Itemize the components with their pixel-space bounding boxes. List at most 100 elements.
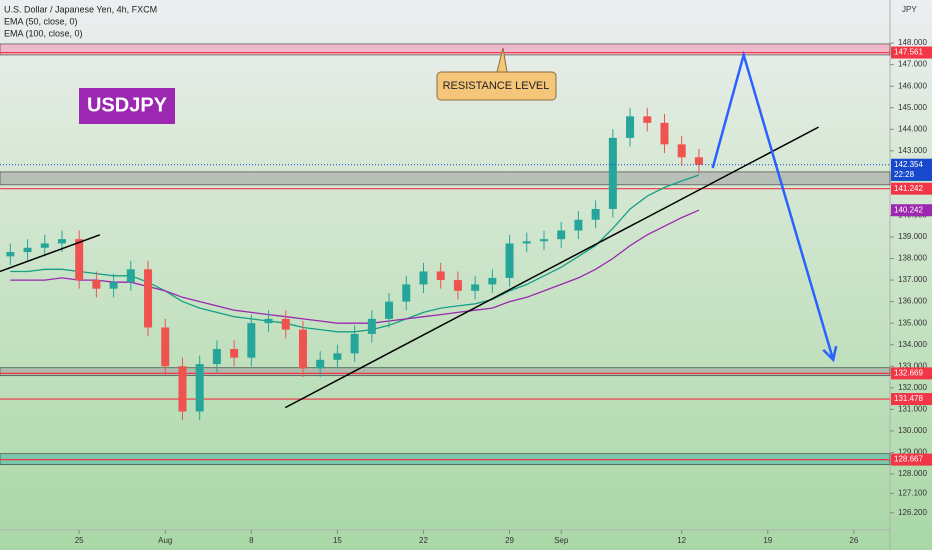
ema-label: 140.242 xyxy=(894,205,923,214)
zone xyxy=(0,171,891,186)
y-tick-label: 143.000 xyxy=(898,146,927,155)
x-tick-label: Aug xyxy=(158,536,172,545)
candle-body xyxy=(40,243,49,248)
candle-body xyxy=(23,247,32,253)
y-tick-label: 127.100 xyxy=(898,488,927,497)
candle-body xyxy=(178,366,187,412)
x-tick-label: 15 xyxy=(333,536,342,545)
candle-body xyxy=(505,243,514,278)
candle-body xyxy=(75,239,84,281)
candle-body xyxy=(557,230,566,240)
symbol-box xyxy=(79,88,175,124)
candle-body xyxy=(333,353,342,360)
candle-body xyxy=(126,269,135,283)
candle-body xyxy=(57,239,66,244)
last-price-label: 142.354 xyxy=(894,160,923,169)
level-label: 128.667 xyxy=(894,455,923,464)
projection-arrow xyxy=(711,50,835,361)
zone xyxy=(0,367,891,377)
y-tick-label: 138.000 xyxy=(898,254,927,263)
level-label: 141.242 xyxy=(894,184,923,193)
candle-body xyxy=(247,323,256,358)
candle-body xyxy=(677,144,686,158)
y-tick-label: 126.200 xyxy=(898,508,927,517)
level-label-box xyxy=(891,367,932,380)
candle-body xyxy=(264,318,273,324)
y-tick-label: 147.000 xyxy=(898,60,927,69)
x-tick-label: 25 xyxy=(75,536,84,545)
x-tick-label: 29 xyxy=(505,536,514,545)
candle-body xyxy=(488,277,497,285)
candle-body xyxy=(367,318,376,334)
zone xyxy=(0,43,891,56)
candle-body xyxy=(298,329,307,369)
callout-box xyxy=(436,71,557,101)
candle-body xyxy=(230,349,239,358)
candle-body xyxy=(350,333,359,354)
callout-pointer xyxy=(496,47,508,73)
level-label-box xyxy=(891,393,932,406)
candle-body xyxy=(161,327,170,367)
level-label-box xyxy=(891,182,932,195)
y-tick-label: 134.000 xyxy=(898,340,927,349)
y-tick-label: 137.000 xyxy=(898,275,927,284)
ema-label-box xyxy=(891,204,932,217)
y-tick-label: 144.000 xyxy=(898,124,927,133)
candle-body xyxy=(92,280,101,289)
y-tick-label: 130.000 xyxy=(898,426,927,435)
candle-body xyxy=(522,241,531,244)
y-tick-label: 129.000 xyxy=(898,448,927,457)
trendline xyxy=(0,234,101,273)
y-tick-label: 136.000 xyxy=(898,297,927,306)
y-tick-label: 133.000 xyxy=(898,361,927,370)
candle-body xyxy=(281,318,290,330)
y-tick-label: 145.000 xyxy=(898,103,927,112)
candle-body xyxy=(471,284,480,291)
candle-body xyxy=(453,280,462,291)
level-label: 131.478 xyxy=(894,394,923,403)
candle-body xyxy=(195,364,204,412)
level-label-box xyxy=(891,46,932,59)
symbol-label: USDJPY xyxy=(87,94,168,116)
countdown: 22:28 xyxy=(894,170,915,179)
candle-body xyxy=(402,284,411,302)
annotation: RESISTANCE LEVEL xyxy=(443,80,550,92)
x-tick-label: 19 xyxy=(763,536,772,545)
candle-body xyxy=(591,208,600,220)
chart-title: U.S. Dollar / Japanese Yen, 4h, FXCM xyxy=(4,4,157,14)
arrow-head xyxy=(822,345,838,363)
x-tick-label: 8 xyxy=(249,536,254,545)
candle-body xyxy=(694,157,703,165)
y-tick-label: 132.000 xyxy=(898,383,927,392)
candle-body xyxy=(643,116,652,123)
candle-body xyxy=(109,282,118,289)
candle-body xyxy=(436,271,445,281)
candle-body xyxy=(660,122,669,145)
y-tick-label: 128.000 xyxy=(898,469,927,478)
candle-body xyxy=(626,116,635,138)
trendline xyxy=(284,126,819,409)
level-label: 132.669 xyxy=(894,369,923,378)
y-tick-label: 146.000 xyxy=(898,81,927,90)
x-tick-label: 22 xyxy=(419,536,428,545)
y-axis-label: JPY xyxy=(902,5,917,14)
candle-body xyxy=(608,137,617,209)
candle-body xyxy=(419,271,428,285)
x-tick-label: 12 xyxy=(677,536,686,545)
y-tick-label: 148.000 xyxy=(898,38,927,47)
candle-body xyxy=(316,359,325,369)
candle-body xyxy=(212,349,221,365)
legend-entry: EMA (50, close, 0) xyxy=(4,16,78,26)
level-label-box xyxy=(891,453,932,466)
ema-line xyxy=(10,209,700,324)
last-price-label-box xyxy=(891,158,932,181)
candle-body xyxy=(385,301,394,319)
legend-entry: EMA (100, close, 0) xyxy=(4,28,83,38)
candle-body xyxy=(574,219,583,231)
candle-body xyxy=(144,269,153,328)
candle-body xyxy=(6,252,15,257)
y-tick-label: 135.000 xyxy=(898,318,927,327)
x-tick-label: 26 xyxy=(849,536,858,545)
level-label: 147.561 xyxy=(894,48,923,57)
